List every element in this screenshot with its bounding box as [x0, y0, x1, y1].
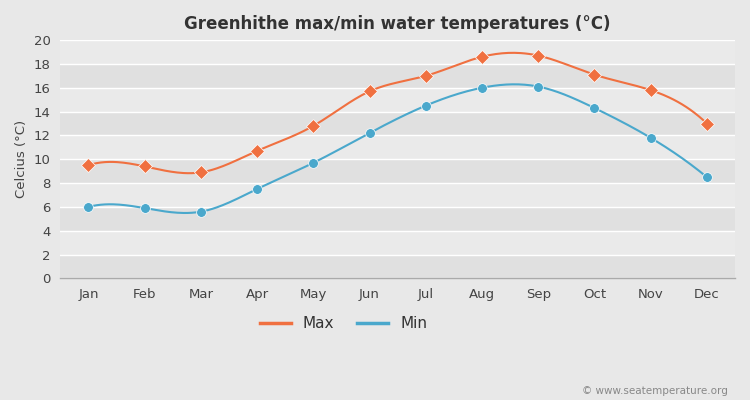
Bar — [60, 254, 735, 278]
Y-axis label: Celcius (°C): Celcius (°C) — [15, 120, 28, 198]
Bar — [60, 64, 735, 88]
Bar — [60, 231, 735, 254]
Bar — [60, 159, 735, 183]
Bar — [60, 40, 735, 64]
Bar — [60, 207, 735, 231]
Bar — [60, 183, 735, 207]
Bar — [60, 88, 735, 112]
Text: © www.seatemperature.org: © www.seatemperature.org — [582, 386, 728, 396]
Bar — [60, 112, 735, 136]
Legend: Max, Min: Max, Min — [254, 310, 434, 338]
Title: Greenhithe max/min water temperatures (°C): Greenhithe max/min water temperatures (°… — [184, 15, 611, 33]
Bar — [60, 136, 735, 159]
